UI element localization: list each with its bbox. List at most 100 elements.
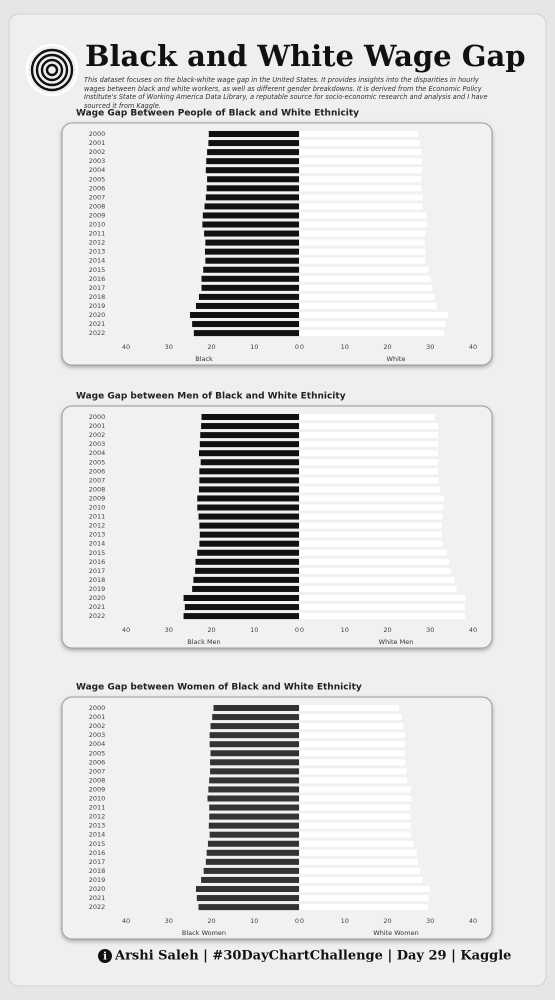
bar [300, 495, 444, 502]
bar [204, 248, 299, 255]
bar [202, 221, 299, 228]
y-tick-label: 2011 [89, 804, 106, 812]
y-tick-label: 2015 [89, 840, 106, 848]
bar [200, 432, 299, 439]
bar [199, 441, 299, 448]
bar [203, 867, 299, 874]
y-tick-label: 2011 [89, 513, 106, 521]
bar [208, 786, 299, 793]
bar [300, 804, 411, 811]
y-tick-label: 2015 [89, 266, 106, 274]
bar [199, 477, 299, 484]
bar [209, 813, 299, 820]
y-tick-label: 2010 [89, 504, 106, 512]
y-tick-label: 2001 [89, 422, 106, 430]
page-title: Black and White Wage Gap [85, 39, 526, 73]
y-tick-label: 2012 [89, 239, 106, 247]
bar [300, 302, 437, 309]
axis-label: White Women [373, 929, 418, 937]
x-tick-label: 30 [426, 343, 434, 351]
bar [300, 613, 466, 620]
y-tick-label: 2006 [89, 467, 106, 475]
bar [196, 895, 299, 902]
bar [300, 321, 446, 328]
x-tick-label: 30 [165, 917, 173, 925]
y-tick-label: 2012 [89, 813, 106, 821]
bar [300, 732, 405, 739]
bar [198, 904, 299, 911]
y-tick-label: 2001 [89, 713, 106, 721]
bar [300, 459, 438, 466]
bar [195, 558, 299, 565]
y-tick-label: 2013 [89, 248, 106, 256]
bar [300, 158, 422, 165]
chart-title: Wage Gap between Women of Black and Whit… [76, 683, 362, 693]
x-tick-label: 40 [469, 917, 477, 925]
bar [201, 876, 299, 883]
bar [208, 822, 299, 829]
y-tick-label: 2015 [89, 549, 106, 557]
chart-title: Wage Gap between Men of Black and White … [76, 392, 346, 402]
bar [198, 486, 299, 493]
y-tick-label: 2013 [89, 822, 106, 830]
x-tick-label: 0 [295, 343, 299, 351]
y-tick-label: 2006 [89, 758, 106, 766]
bar [208, 131, 299, 137]
bar [300, 221, 428, 228]
y-tick-label: 2008 [89, 776, 106, 784]
bar [205, 167, 299, 174]
bar [300, 567, 451, 574]
bar [213, 705, 299, 711]
axis-label: Black Women [182, 929, 226, 937]
bar [207, 149, 299, 156]
bar [300, 531, 442, 538]
info-icon [98, 949, 112, 963]
y-tick-label: 2017 [89, 284, 106, 292]
x-tick-label: 30 [165, 343, 173, 351]
bar [300, 414, 436, 420]
y-tick-label: 2018 [89, 293, 106, 301]
bar [210, 768, 299, 775]
bar [300, 604, 466, 611]
bar [300, 212, 427, 219]
bar [300, 275, 431, 282]
y-tick-label: 2000 [89, 413, 106, 421]
bar [212, 714, 299, 721]
x-tick-label: 30 [165, 626, 173, 634]
y-tick-label: 2018 [89, 867, 106, 875]
bar [300, 149, 422, 156]
bar [210, 759, 299, 766]
bar [198, 293, 299, 300]
bar [202, 212, 299, 219]
y-tick-label: 2018 [89, 576, 106, 584]
bar [300, 486, 440, 493]
bar [300, 203, 423, 210]
bar [201, 414, 299, 420]
y-tick-label: 2012 [89, 522, 106, 530]
bar [300, 312, 448, 318]
x-tick-label: 40 [122, 343, 130, 351]
y-tick-label: 2007 [89, 767, 106, 775]
x-tick-label: 0 [300, 343, 304, 351]
bar [300, 858, 418, 865]
bar [195, 886, 299, 892]
bar [192, 585, 299, 592]
bar [300, 813, 411, 820]
y-tick-label: 2021 [89, 320, 106, 328]
bar [300, 768, 407, 775]
bar [205, 194, 299, 201]
bar [300, 131, 418, 137]
bar [203, 266, 299, 273]
bar [205, 257, 299, 264]
bar [205, 858, 299, 865]
bar [300, 705, 400, 711]
y-tick-label: 2021 [89, 603, 106, 611]
y-tick-label: 2020 [89, 311, 106, 319]
y-tick-label: 2010 [89, 221, 106, 229]
y-tick-label: 2002 [89, 431, 106, 439]
y-tick-label: 2002 [89, 148, 106, 156]
y-tick-label: 2009 [89, 211, 106, 219]
bar [195, 302, 299, 309]
x-tick-label: 10 [341, 626, 349, 634]
